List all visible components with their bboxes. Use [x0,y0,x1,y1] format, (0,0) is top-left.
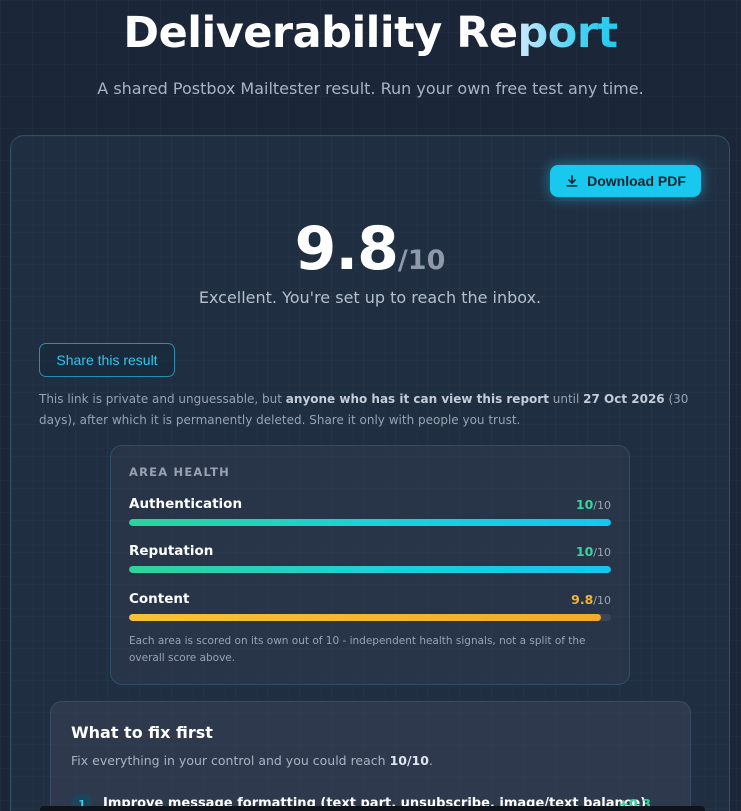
metric-score-value: 10 [575,544,594,559]
fix-first-subtitle: Fix everything in your control and you c… [71,753,433,768]
metric-score-denominator: /10 [593,499,611,512]
metric-authentication: Authentication 10/10 [129,496,611,526]
area-health-note: Each area is scored on its own out of 10… [129,635,586,664]
fix-target-score: 10/10 [389,753,429,768]
privacy-text-2: until [548,392,584,406]
metric-score-denominator: /10 [593,546,611,559]
overall-score: 9.8/10 [11,214,729,284]
metric-bar-fill [129,566,611,573]
metric-bar [129,566,611,573]
privacy-notice: This link is private and unguessable, bu… [39,389,709,431]
metric-content: Content 9.8/10 [129,591,611,621]
metric-name: Reputation [129,543,214,559]
privacy-expiry-date: 27 Oct 2026 [583,392,665,406]
report-card: Download PDF 9.8/10 Excellent. You're se… [10,135,730,811]
privacy-text-1: This link is private and unguessable, bu… [39,392,286,406]
metric-bar-fill [129,519,611,526]
metric-bar-fill [129,614,602,621]
download-pdf-button[interactable]: Download PDF [550,165,701,197]
metric-reputation: Reputation 10/10 [129,543,611,573]
bottom-edge-bar [40,806,705,811]
metric-score: 10/10 [576,544,611,559]
score-verdict: Excellent. You're set up to reach the in… [198,288,542,307]
metric-score-denominator: /10 [593,594,611,607]
metric-bar [129,614,611,621]
metric-score: 10/10 [576,497,611,512]
download-icon [566,174,578,187]
share-result-button[interactable]: Share this result [39,343,175,377]
page-title: Deliverability Report [0,8,741,58]
privacy-text-3: (30 days), after which it is permanently… [39,392,689,427]
fix-subtitle-text: Fix everything in your control and you c… [71,753,390,768]
metric-score-value: 10 [575,497,594,512]
fix-first-panel: What to fix first Fix everything in your… [50,701,691,811]
page-subtitle: A shared Postbox Mailtester result. Run … [97,79,644,98]
metric-bar [129,519,611,526]
privacy-bold-1: anyone who has it can view this report [285,392,549,406]
title-accent: port [517,8,619,58]
score-value: 9.8 [294,214,399,284]
fix-first-title: What to fix first [71,723,213,742]
metric-name: Content [129,591,190,607]
area-health-panel: AREA HEALTH Authentication 10/10 Reputat… [110,445,630,685]
score-denominator: /10 [397,245,446,276]
metric-name: Authentication [129,496,243,512]
fix-subtitle-end: . [428,753,433,768]
area-health-heading: AREA HEALTH [129,465,230,479]
title-main: Deliverability Re [123,8,518,58]
metric-score: 9.8/10 [571,592,611,607]
metric-score-value: 9.8 [571,592,594,607]
download-pdf-label: Download PDF [587,173,686,189]
